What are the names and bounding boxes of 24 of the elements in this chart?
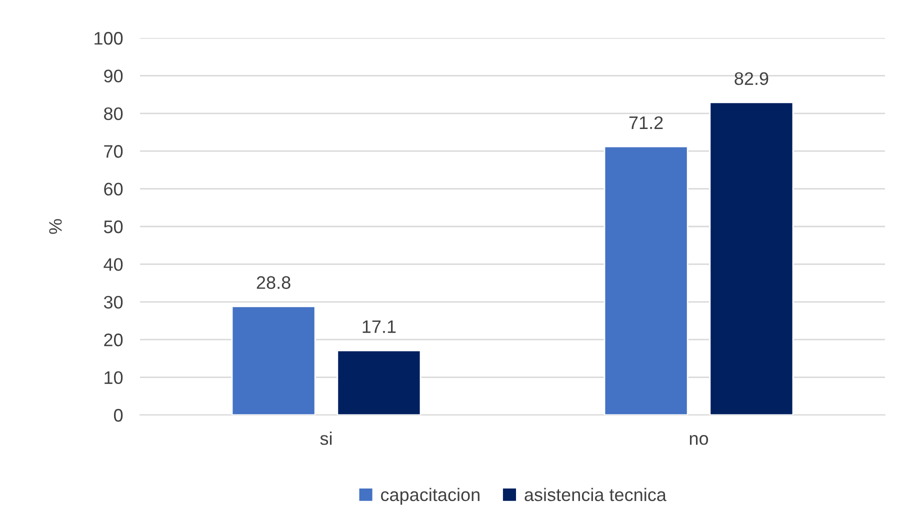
data-label: 82.9: [734, 72, 768, 86]
x-tick-label: no: [690, 435, 708, 445]
legend-label: capacitacion: [381, 488, 480, 505]
y-tick-label: 100: [94, 32, 123, 45]
x-tick-label: si: [320, 432, 332, 445]
y-tick-label: 70: [104, 145, 123, 158]
bar: [709, 102, 794, 415]
data-label: 17.1: [362, 320, 396, 333]
y-tick-label: 80: [104, 107, 123, 120]
y-axis-title: %: [49, 219, 62, 234]
legend-label: asistencia tecnica: [524, 488, 666, 502]
data-label: 71.2: [629, 116, 663, 129]
y-tick-label: 0: [114, 408, 123, 422]
y-tick-label: 10: [104, 371, 123, 384]
bar: [336, 350, 422, 415]
y-tick-label: 60: [104, 182, 123, 196]
y-tick-label: 90: [104, 70, 123, 82]
y-tick-label: 40: [104, 258, 123, 271]
y-tick-label: 20: [104, 334, 123, 346]
data-label: 28.8: [256, 276, 290, 289]
y-tick-label: 50: [104, 220, 123, 234]
bar: [604, 146, 688, 415]
y-tick-label: 30: [104, 296, 123, 309]
bar: [231, 306, 316, 415]
